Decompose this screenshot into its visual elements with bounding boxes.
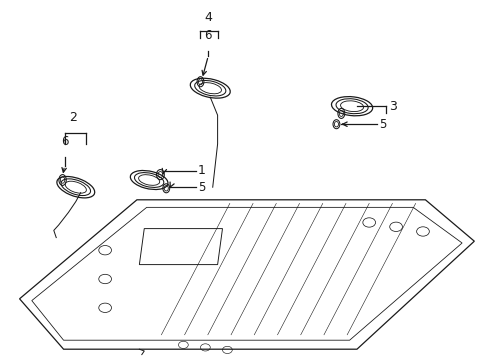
Text: 1: 1: [198, 165, 205, 177]
Text: 3: 3: [388, 100, 396, 113]
Text: 5: 5: [378, 118, 386, 131]
Text: 6: 6: [204, 30, 212, 42]
Text: 4: 4: [204, 12, 212, 24]
Text: 5: 5: [198, 181, 205, 194]
Text: 6: 6: [61, 135, 68, 148]
Text: 2: 2: [69, 111, 77, 124]
